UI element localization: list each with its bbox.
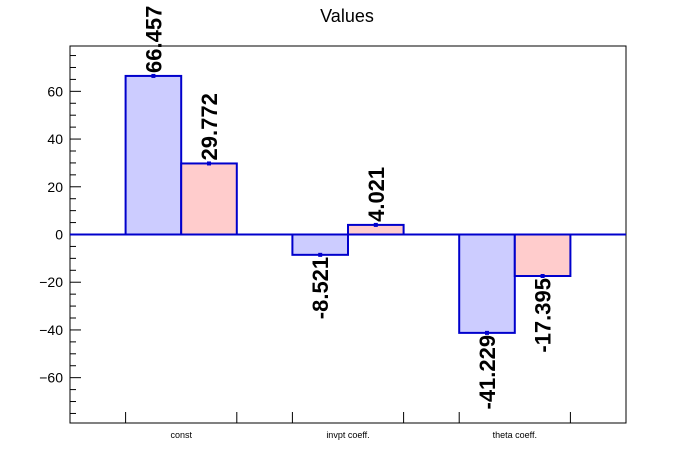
- x-category-label: const: [170, 430, 192, 440]
- bar-end-marker-0-0: [151, 73, 156, 78]
- data-label-1-1: 4.021: [364, 167, 389, 222]
- bar-series2-2: [513, 233, 572, 278]
- x-category-label: theta coeff.: [493, 430, 537, 440]
- bar-series1-1: [291, 233, 349, 256]
- data-label-1-2: -17.395: [531, 278, 556, 353]
- bar-series1-2: [458, 233, 516, 334]
- x-category-label: invpt coeff.: [326, 430, 369, 440]
- bar-series1-0: [124, 74, 183, 236]
- y-tick-label: −40: [39, 322, 63, 338]
- y-tick-label: −20: [39, 274, 63, 290]
- y-tick-label: 40: [47, 131, 63, 147]
- bar-series2-0: [180, 162, 238, 236]
- x-axis: const invpt coeff. theta coeff.: [125, 412, 571, 440]
- chart-title: Values: [320, 6, 374, 26]
- bar-end-marker-1-0: [207, 161, 211, 166]
- bar-end-marker-0-1: [318, 252, 323, 257]
- bar-end-marker-1-1: [373, 222, 378, 227]
- y-tick-label: 0: [55, 227, 63, 243]
- data-labels-group: 66.457 29.772 -8.521 4.021 -41.229 -17.395: [141, 6, 555, 410]
- y-axis: −60 −40 −20 0 20 40 60: [39, 55, 81, 414]
- data-label-1-0: 29.772: [197, 93, 222, 160]
- y-tick-label: 60: [47, 83, 63, 99]
- data-label-0-1: -8.521: [308, 257, 333, 319]
- bar-end-marker-0-2: [485, 330, 489, 335]
- bar-end-marker-1-2: [540, 274, 545, 279]
- y-tick-label: −60: [39, 370, 63, 386]
- data-label-0-2: -41.229: [475, 335, 500, 410]
- y-tick-label: 20: [47, 179, 63, 195]
- bars-group: [124, 73, 572, 335]
- data-label-0-0: 66.457: [141, 6, 166, 73]
